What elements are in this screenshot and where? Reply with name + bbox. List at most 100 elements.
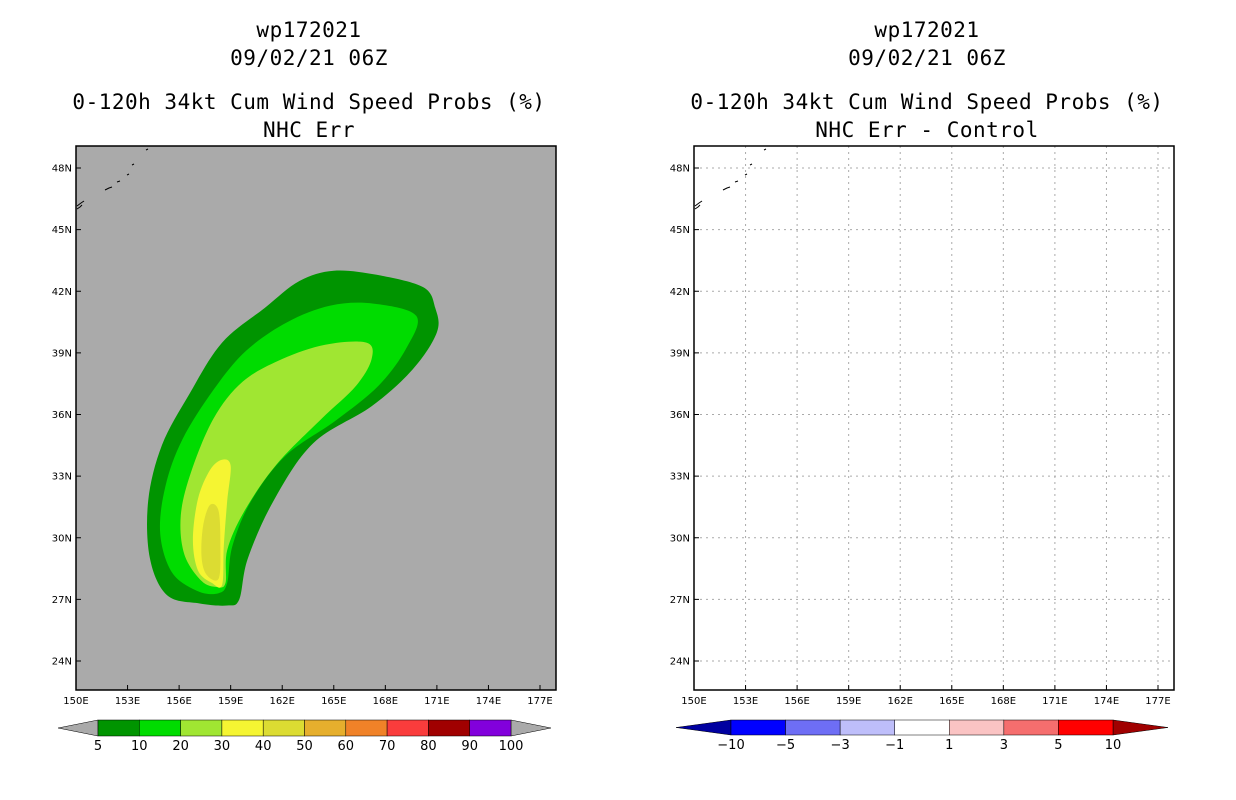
right-x-tick-label: 168E <box>991 696 1016 707</box>
right-title-product: 0-120h 34kt Cum Wind Speed Probs (%) <box>690 90 1164 114</box>
left-colorbar-label: 70 <box>379 739 396 754</box>
left-x-tick-label: 159E <box>218 696 243 707</box>
left-colorbar-label: 30 <box>214 739 231 754</box>
right-y-tick-label: 30N <box>670 533 690 544</box>
right-island-0 <box>694 200 703 207</box>
left-colorbar-swatch-4 <box>262 719 305 737</box>
left-y-tick-label: 42N <box>52 287 72 298</box>
left-colorbar-swatch-8 <box>428 719 470 737</box>
left-y-tick-label: 45N <box>52 225 72 236</box>
right-colorbar-label: 1 <box>945 738 953 753</box>
left-title-storm: wp172021 <box>256 18 362 42</box>
left-colorbar-swatch-2 <box>180 719 223 737</box>
left-island-6 <box>145 148 149 151</box>
right-colorbar-label: −10 <box>717 738 744 753</box>
right-difference-map: 150E 153E 156E 159E 162E 165E 168E 171E 174E 177E… <box>670 145 1175 753</box>
left-colorbar-label: 5 <box>94 739 102 754</box>
left-colorbar-swatch-6 <box>345 719 388 737</box>
right-island-2 <box>722 186 731 191</box>
right-colorbar-swatch-2 <box>839 719 895 736</box>
right-y-tick-label: 27N <box>670 595 690 606</box>
left-colorbar: 5 10 20 30 40 50 60 70 80 90 100 <box>57 719 552 754</box>
right-colorbar-label: −3 <box>831 738 850 753</box>
left-panel: wp172021 09/02/21 06Z 0-120h 34kt Cum Wi… <box>52 18 557 754</box>
right-island-5 <box>749 163 753 166</box>
left-coastline <box>76 148 149 210</box>
right-colorbar-swatch-3 <box>894 719 950 736</box>
right-coastline <box>694 148 767 210</box>
right-y-tick-label: 33N <box>670 472 690 483</box>
left-x-tick-label: 168E <box>373 696 398 707</box>
right-x-tick-label: 156E <box>784 696 809 707</box>
left-y-tick-label: 24N <box>52 657 72 668</box>
left-x-tick-label: 177E <box>527 696 552 707</box>
right-x-tick-label: 150E <box>681 696 706 707</box>
left-island-0 <box>76 200 85 207</box>
left-contour-20 <box>180 341 373 588</box>
left-y-tick-label: 36N <box>52 410 72 421</box>
left-colorbar-swatch-5 <box>304 719 347 737</box>
left-y-tick-label: 48N <box>52 164 72 175</box>
left-x-tick-label: 162E <box>270 696 295 707</box>
left-island-4 <box>126 173 130 176</box>
left-title-subtitle: NHC Err <box>262 118 355 142</box>
right-y-tick-label: 45N <box>670 225 690 236</box>
right-map-frame <box>693 145 1175 691</box>
left-title-product: 0-120h 34kt Cum Wind Speed Probs (%) <box>72 90 546 114</box>
left-island-2 <box>104 186 113 191</box>
left-island-5 <box>131 163 135 166</box>
left-title-date: 09/02/21 06Z <box>230 46 388 70</box>
left-colorbar-label: 40 <box>255 739 272 754</box>
left-colorbar-label: 20 <box>172 739 189 754</box>
left-x-tick-label: 156E <box>166 696 191 707</box>
left-x-tick-label: 171E <box>424 696 449 707</box>
right-colorbar: −10 −5 −3 −1 1 3 5 10 <box>675 719 1169 753</box>
right-title-storm: wp172021 <box>874 18 980 42</box>
right-colorbar-swatch-1 <box>785 719 841 736</box>
right-colorbar-swatch-6 <box>1058 719 1114 736</box>
right-colorbar-high-arrow <box>1112 719 1169 736</box>
right-map-group: 150E 153E 156E 159E 162E 165E 168E 171E 174E 177E… <box>670 145 1175 707</box>
right-colorbar-label: −1 <box>885 738 904 753</box>
right-y-tick-label: 42N <box>670 287 690 298</box>
left-colorbar-swatch-3 <box>221 719 264 737</box>
left-map-frame <box>75 145 557 691</box>
right-colorbar-swatch-4 <box>949 719 1005 736</box>
left-colorbar-label: 100 <box>499 739 524 754</box>
left-x-tick-label: 150E <box>63 696 88 707</box>
left-y-tick-label: 27N <box>52 595 72 606</box>
right-title-date: 09/02/21 06Z <box>848 46 1006 70</box>
right-title-subtitle: NHC Err - Control <box>815 118 1039 142</box>
right-x-tick-label: 171E <box>1042 696 1067 707</box>
left-colorbar-swatch-9 <box>469 719 512 737</box>
right-panel: wp172021 09/02/21 06Z 0-120h 34kt Cum Wi… <box>618 0 1236 800</box>
left-colorbar-swatch-7 <box>386 719 429 737</box>
left-colorbar-swatch-1 <box>139 719 181 737</box>
right-map-background <box>694 146 1174 690</box>
right-y-tick-label: 24N <box>670 657 690 668</box>
left-x-tick-label: 153E <box>115 696 140 707</box>
right-colorbar-swatch-0 <box>730 719 786 736</box>
left-colorbar-label: 60 <box>338 739 355 754</box>
left-colorbar-low-arrow <box>57 719 99 737</box>
left-colorbar-label: 80 <box>420 739 437 754</box>
right-island-6 <box>763 148 767 151</box>
right-x-tick-label: 159E <box>836 696 861 707</box>
right-colorbar-label: 3 <box>1000 738 1008 753</box>
right-island-3 <box>734 180 739 183</box>
left-probability-map: 150E 153E 156E 159E 162E 165E 168E 171E 174E 177E… <box>52 145 557 754</box>
left-colorbar-label: 90 <box>461 739 478 754</box>
right-x-tick-label: 174E <box>1094 696 1119 707</box>
left-y-tick-label: 39N <box>52 348 72 359</box>
left-x-tick-label: 165E <box>321 696 346 707</box>
left-y-tick-label: 30N <box>52 533 72 544</box>
left-island-1 <box>76 204 83 210</box>
left-map-group: 150E 153E 156E 159E 162E 165E 168E 171E 174E 177E… <box>52 145 557 707</box>
left-y-tick-label: 33N <box>52 472 72 483</box>
right-x-tick-label: 162E <box>888 696 913 707</box>
left-island-3 <box>116 180 121 183</box>
right-colorbar-label: 10 <box>1105 738 1122 753</box>
left-colorbar-high-arrow <box>510 719 552 737</box>
right-x-tick-label: 165E <box>939 696 964 707</box>
right-y-tick-label: 48N <box>670 164 690 175</box>
